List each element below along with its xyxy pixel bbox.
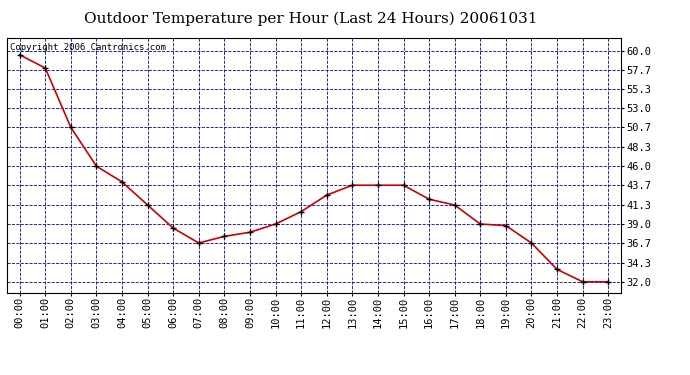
Text: Outdoor Temperature per Hour (Last 24 Hours) 20061031: Outdoor Temperature per Hour (Last 24 Ho… [83,11,538,26]
Text: Copyright 2006 Cantronics.com: Copyright 2006 Cantronics.com [10,43,166,52]
